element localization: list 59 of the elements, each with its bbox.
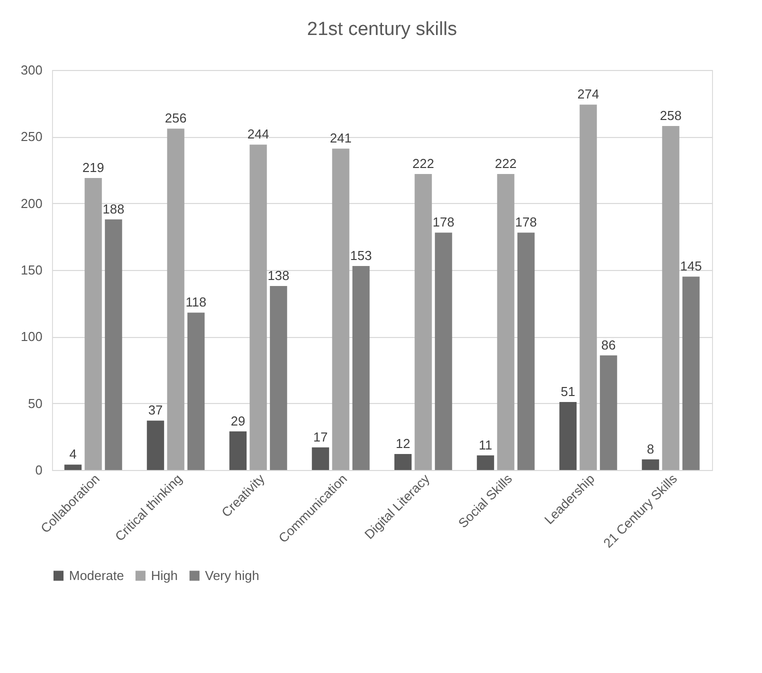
data-label: 12 (396, 436, 410, 451)
bar (332, 148, 350, 470)
data-label: 153 (350, 248, 372, 263)
y-tick-label: 250 (20, 129, 42, 144)
bar (167, 128, 184, 470)
data-label: 241 (330, 130, 352, 146)
bar (682, 276, 700, 470)
data-label: 8 (646, 441, 654, 456)
data-label: 188 (102, 201, 124, 216)
bar (187, 312, 205, 470)
data-label: 256 (164, 110, 187, 126)
y-tick-label: 200 (20, 196, 42, 211)
bar (229, 431, 247, 470)
y-tick-label: 150 (20, 262, 42, 278)
y-tick-label: 0 (35, 462, 42, 478)
bar (352, 266, 370, 470)
data-label: 274 (577, 86, 600, 102)
legend-label: Very high (205, 568, 260, 583)
data-label: 118 (186, 294, 206, 310)
bar (517, 232, 535, 470)
data-label: 145 (680, 258, 702, 274)
data-label: 244 (247, 126, 270, 142)
y-tick-label: 300 (20, 62, 42, 78)
data-label: 29 (230, 413, 246, 428)
data-label: 222 (494, 156, 517, 171)
y-tick-label: 50 (28, 396, 42, 411)
bar (146, 420, 164, 470)
bar (104, 219, 122, 470)
bar (394, 454, 412, 470)
bar (250, 144, 267, 470)
bar (64, 464, 82, 470)
y-tick-label: 100 (20, 329, 42, 344)
bar (414, 174, 432, 470)
legend-label: Moderate (69, 568, 124, 583)
data-label: 178 (432, 214, 454, 230)
bar (84, 178, 102, 470)
bar (434, 232, 452, 470)
data-label: 138 (268, 268, 290, 283)
data-label: 4 (69, 446, 77, 462)
bar (642, 459, 660, 470)
chart-title: 21st century skills (307, 19, 457, 40)
bar (312, 447, 330, 470)
legend-label: High (151, 568, 178, 583)
data-label: 258 (660, 108, 682, 123)
bar (662, 126, 680, 470)
data-label: 37 (148, 402, 163, 418)
bar (559, 402, 577, 470)
bar (580, 104, 597, 470)
data-label: 222 (412, 156, 434, 171)
data-label: 178 (515, 214, 537, 230)
bar (600, 355, 618, 470)
data-label: 219 (82, 160, 104, 175)
data-label: 11 (478, 437, 492, 452)
data-label: 51 (560, 384, 576, 399)
data-label: 17 (313, 429, 328, 444)
bar (270, 286, 288, 470)
data-label: 86 (601, 337, 616, 352)
bar (476, 455, 494, 470)
bar (497, 174, 514, 470)
